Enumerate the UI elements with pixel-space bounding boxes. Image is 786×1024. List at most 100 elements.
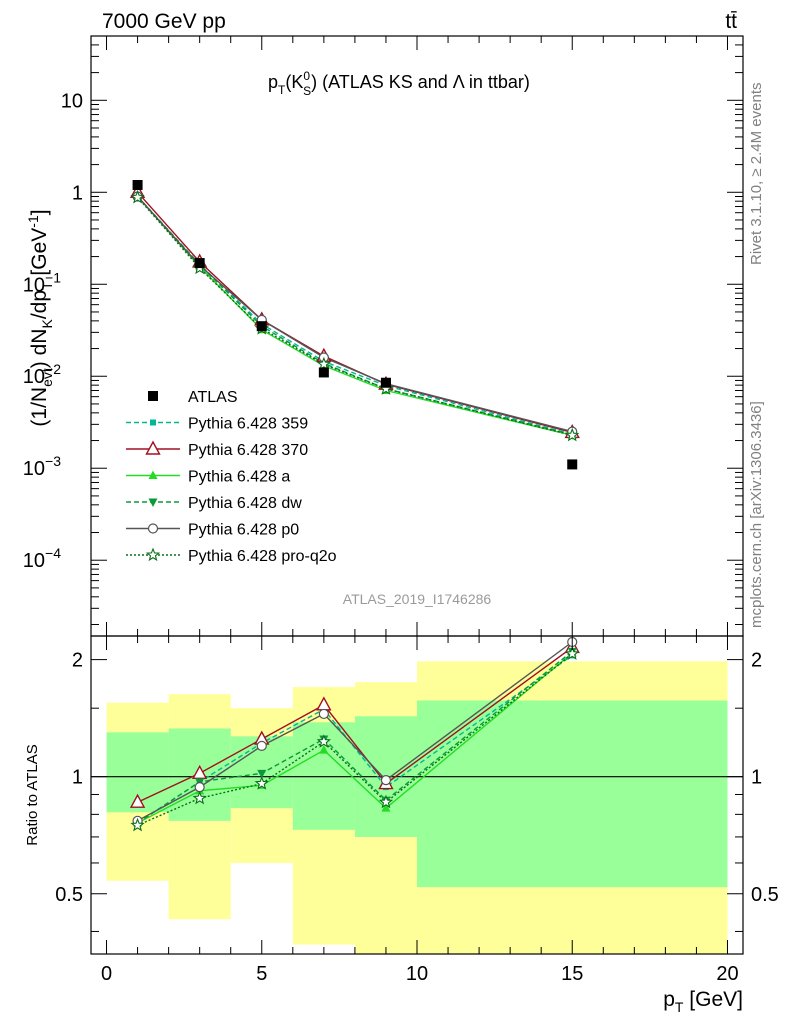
ratio-y-label: Ratio to ATLAS [24,744,41,845]
legend-label-pa: Pythia 6.428 a [188,469,290,486]
data-point-1 [194,258,205,269]
y-tick-label: 10−1 [23,269,61,296]
ratio-line-pdw [137,650,573,824]
ratio-y-tick-label-left: 0.5 [55,884,83,906]
legend-label-pp0: Pythia 6.428 p0 [188,522,299,539]
legend-marker-pp0 [147,523,159,534]
series-line-pq2o [137,196,573,436]
analysis-watermark: ATLAS_2019_I1746286 [343,591,492,607]
uncertainty-band-inner-5 [417,700,728,888]
legend-marker-p370-shape [145,440,161,455]
ratio-panel: 0.5 0.51 12 20 5 10 15 20 Ratio to ATLAS pT [Ge… [24,635,779,1015]
y-tick-label: 10−3 [23,453,61,480]
ratio-point-pp0-4 [380,774,392,786]
point-pq2o-5 [565,427,580,442]
ratio-line-p359 [137,654,573,824]
point-pq2o-3 [316,356,331,371]
ratio-point-pq2o-2-shape [254,776,269,790]
point-pq2o-0-shape [130,189,145,204]
y-axis-label: (1/Nevt) dNK/dpT [GeV-1] [25,209,55,426]
data-point-4-shape [380,377,391,388]
x-axis-label: pT [GeV] [663,988,743,1015]
ratio-point-pp0-4-shape [380,774,392,786]
data-point-3 [318,367,329,378]
x-tick-label: 20 [716,963,738,985]
ratio-point-pq2o-1 [192,790,207,805]
y-tick-label: 10−4 [23,545,61,572]
ratio-point-pp0-2 [256,740,267,751]
ratio-point-pq2o-0 [130,817,145,832]
ratio-y-tick-label-right: 0.5 [751,884,779,906]
ratio-point-pp0-3-shape [318,708,329,720]
ratio-point-p370-0-shape [129,793,146,808]
x-tick-label: 5 [256,963,267,985]
ratio-point-pq2o-3 [316,734,331,748]
ratio-point-pq2o-1-shape [192,790,207,805]
legend-marker-pa-shape [148,470,158,479]
data-point-0-shape [132,179,143,190]
y-tick-label: 10 [61,90,83,112]
rivet-label: Rivet 3.1.10, ≥ 2.4M events [748,83,765,266]
ratio-point-pq2o-0-shape [130,817,145,832]
ratio-point-pa-4-shape [381,803,391,812]
y-tick-label-exp: −3 [45,453,61,469]
point-pq2o-5-shape [565,427,580,442]
ratio-point-pp0-3 [318,708,329,720]
data-point-5 [567,459,578,470]
ratio-point-pq2o-4 [378,794,394,809]
ratio-point-pa-3 [319,745,329,754]
data-point-4 [380,377,391,388]
ratio-point-pq2o-3-shape [316,734,331,748]
legend-marker-p359-shape [150,419,156,426]
ratio-point-pq2o-5 [565,646,580,660]
ratio-point-p370-0 [129,793,146,808]
y-tick-label-exp: −4 [45,545,61,561]
series-line-pa [137,196,573,436]
data-point-2 [256,321,267,332]
x-tick-label: 15 [561,963,583,985]
ratio-line-p370 [137,646,573,803]
ratio-point-pdw-2 [257,769,267,779]
ratio-line-pq2o [137,653,573,826]
y-tick-label: 1 [72,182,83,204]
ratio-y-tick-label-right: 2 [751,650,762,672]
series-line-pp0 [137,196,573,433]
x-tick-label: 0 [101,963,112,985]
data-point-3-shape [318,367,329,378]
ratio-y-tick-label-right: 1 [751,767,762,789]
ratio-line-pp0 [137,641,573,822]
point-pq2o-0 [130,189,145,204]
legend-marker-p370 [145,440,161,455]
legend-marker-pdw [148,498,158,507]
legend-marker-pq2o-shape [145,547,161,562]
y-tick-label-base: 10 [23,274,45,296]
y-tick-label-base: 10 [23,550,45,572]
ratio-point-pa-3-shape [319,745,329,754]
process-label: tt̄ [725,10,737,33]
mcplots-label: mcplots.cern.ch [arXiv:1306.3436] [748,401,765,628]
ratio-plot-area [91,636,743,954]
ratio-point-pq2o-4-shape [378,794,394,809]
legend-marker-pa [148,470,158,479]
collision-label: 7000 GeV pp [102,10,226,33]
ratio-line-pa [137,652,573,824]
legend-marker-pp0-shape [147,523,159,534]
y-tick-label-base: 10 [23,366,45,388]
data-point-2-shape [256,321,267,332]
plot-title: pT(K0 S) (ATLAS KS and Λ in ttbar) [268,69,530,98]
ratio-point-pq2o-5-shape [565,646,580,660]
data-point-5-shape [567,459,578,470]
legend-label-p359: Pythia 6.428 359 [188,416,308,433]
legend-marker-data-shape [148,391,158,401]
y-tick-label-exp: −2 [45,361,61,377]
x-tick-label: 10 [406,963,428,985]
legend-label-pq2o: Pythia 6.428 pro-q2o [188,548,337,565]
legend-marker-data [148,391,158,401]
ratio-point-pp0-1-shape [194,782,205,793]
legend-label-pdw: Pythia 6.428 dw [188,495,302,512]
ratio-point-pq2o-2 [254,776,269,790]
ratio-y-tick-label-left: 2 [72,650,83,672]
legend-marker-p359 [150,419,156,426]
y-tick-label-exp: −1 [45,269,61,285]
